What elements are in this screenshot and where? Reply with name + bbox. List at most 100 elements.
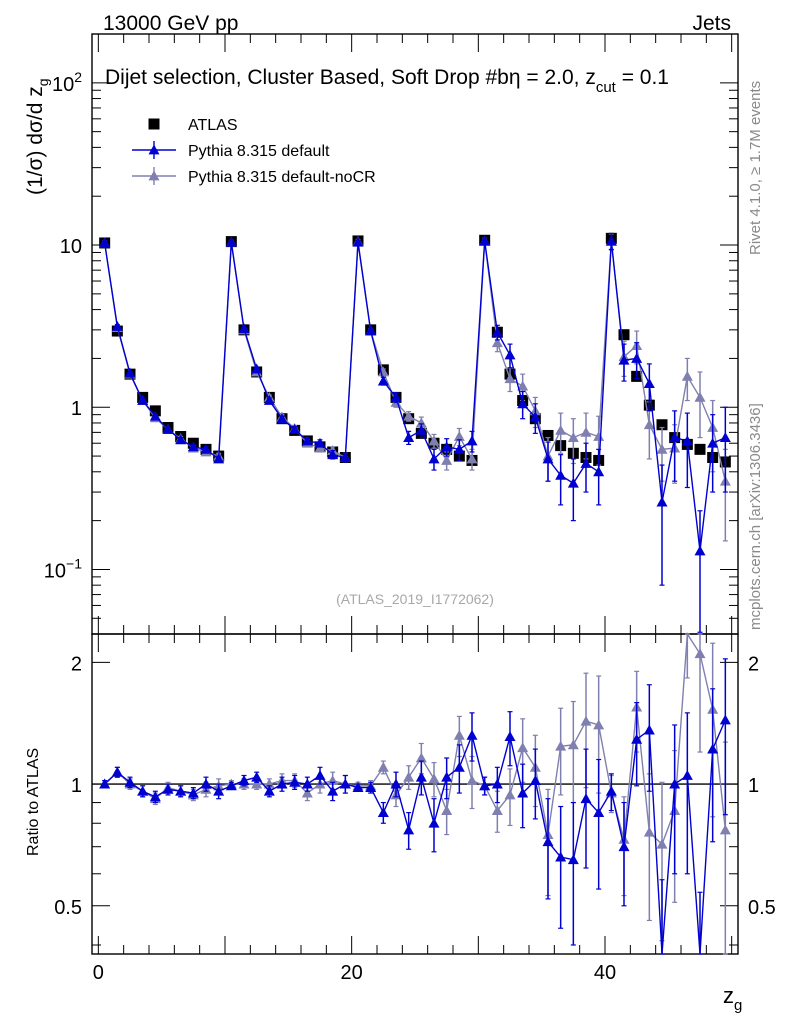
ratio-default-data-point	[111, 766, 123, 777]
pythia-default-data-point	[719, 432, 731, 442]
ratio-default-data-point	[99, 778, 111, 789]
pythia-default-data-point	[352, 236, 364, 247]
ratio-default-data-point	[124, 776, 136, 787]
pythia-default-data-point	[162, 423, 174, 434]
ratio-default-data-point	[681, 769, 693, 780]
ratio-nocr-data-point	[428, 773, 440, 784]
ratio-default-data-point	[149, 791, 161, 802]
ratio-default-data-point	[314, 769, 326, 780]
ratio-default-data-point	[504, 731, 516, 742]
ratio-nocr-data-point	[466, 775, 478, 785]
pythia-nocr-data-point	[377, 366, 389, 377]
ratio-nocr-data-point	[567, 739, 579, 750]
pythia-default-data-point	[149, 410, 161, 421]
plot-title-tail: = 0.1	[616, 66, 669, 89]
ratio-default-data-point	[555, 851, 567, 862]
legend-marker-default	[148, 144, 160, 155]
pythia-default-data-point	[390, 391, 402, 402]
ratio-nocr-data-point	[251, 778, 263, 789]
ratio-nocr-data-point	[643, 826, 655, 837]
ratio-y-tick-label-left: 0.5	[54, 897, 82, 919]
pythia-default-data-point	[377, 375, 389, 386]
pythia-nocr-data-point	[466, 453, 478, 464]
atlas-data-point	[542, 429, 554, 441]
ratio-axes: 0.5 0.5 1 1 2 2	[54, 653, 776, 946]
pythia-default-data-point	[441, 441, 453, 452]
ratio-nocr-data-point	[593, 719, 605, 730]
main-y-tick-label: 102	[52, 69, 82, 96]
ratio-nocr-data-point	[301, 787, 313, 798]
pythia-nocr-data-point	[415, 417, 427, 428]
ratio-y-tick-label-right: 1	[748, 775, 759, 797]
pythia-default-data-point	[175, 434, 187, 445]
ratio-nocr-data-point	[580, 715, 592, 726]
ratio-default-data-point	[352, 782, 364, 793]
ratio-default-data-point	[213, 785, 225, 796]
main-y-tick-label: 10−1	[44, 555, 82, 582]
pythia-nocr-data-point	[491, 337, 503, 348]
pythia-nocr-data-point	[567, 432, 579, 442]
ratio-nocr-data-point	[517, 742, 529, 753]
ratio-default-data-point	[377, 807, 389, 818]
ratio-default-data-point	[580, 793, 592, 804]
pythia-nocr-data-point	[403, 410, 415, 421]
ratio-nocr-data-point	[441, 805, 453, 815]
pythia-nocr-data-point	[555, 424, 567, 435]
pythia-default-data-point	[301, 435, 313, 446]
pythia-default-data-point	[643, 378, 655, 388]
ratio-nocr-data-point	[327, 775, 339, 785]
pythia-default-data-point	[491, 326, 503, 337]
ratio-y-tick-label-right: 0.5	[748, 897, 776, 919]
pythia-default-data-point	[656, 496, 668, 507]
ratio-default-data-point	[491, 778, 503, 789]
ratio-default-data-point	[137, 785, 149, 796]
pythia-nocr-data-point	[580, 426, 592, 437]
pythia-nocr-data-point	[593, 431, 605, 441]
pythia-default-data-point	[415, 424, 427, 435]
pythia-default-data-point	[517, 398, 529, 409]
pythia-default-data-point	[200, 443, 212, 454]
legend-marker-nocr	[148, 170, 160, 181]
ratio-default-data-point	[631, 733, 643, 744]
legend-label: Pythia 8.315 default	[188, 143, 330, 160]
pythia-nocr-data-point	[428, 435, 440, 446]
ratio-nocr-data-point	[694, 648, 706, 659]
ratio-default-data-point	[669, 778, 681, 789]
ratio-default-data-point	[719, 714, 731, 725]
ratio-default-data-point	[593, 807, 605, 818]
pythia-default-data-point	[251, 363, 263, 374]
pythia-default-data-point	[555, 469, 567, 480]
pythia-default-data-point	[124, 367, 136, 378]
x-tick-label: 0	[93, 962, 104, 984]
ratio-default-data-point	[263, 785, 275, 796]
plot-title-main: Dijet selection, Cluster Based, Soft Dro…	[105, 66, 596, 89]
ratio-default-data-point	[162, 783, 174, 794]
ratio-nocr-data-point	[656, 838, 668, 849]
ratio-default-data-point	[466, 729, 478, 740]
pythia-default-data-point	[187, 441, 199, 452]
pythia-default-data-point	[111, 320, 123, 331]
pythia-nocr-data-point	[681, 370, 693, 381]
legend-label: ATLAS	[188, 117, 238, 134]
ratio-default-data-point	[403, 824, 415, 835]
ratio-default-data-point	[339, 778, 351, 789]
ratio-nocr-data-point	[377, 761, 389, 772]
legend: ATLAS Pythia 8.315 default Pythia 8.315 de…	[132, 117, 376, 186]
x-axis-label-text: z	[723, 983, 734, 1008]
ratio-nocr-data-point	[263, 778, 275, 789]
pythia-default-data-point	[289, 423, 301, 434]
ratio-plot-frame	[91, 633, 739, 955]
pythia-nocr-data-point	[643, 419, 655, 430]
ratio-default-data-point	[618, 841, 630, 852]
ratio-nocr-data-point	[403, 771, 415, 782]
pythia-nocr-data-point	[694, 391, 706, 402]
header-left-label: 13000 GeV pp	[103, 12, 238, 35]
ratio-default-data-point	[200, 778, 212, 789]
ratio-default-data-point	[453, 761, 465, 772]
pythia-default-data-point	[707, 437, 719, 448]
pythia-nocr-data-point	[441, 454, 453, 465]
ratio-nocr-data-point	[555, 740, 567, 751]
ratio-y-axis-label: Ratio to ATLAS	[25, 748, 42, 856]
ratio-default-data-point	[301, 778, 313, 789]
